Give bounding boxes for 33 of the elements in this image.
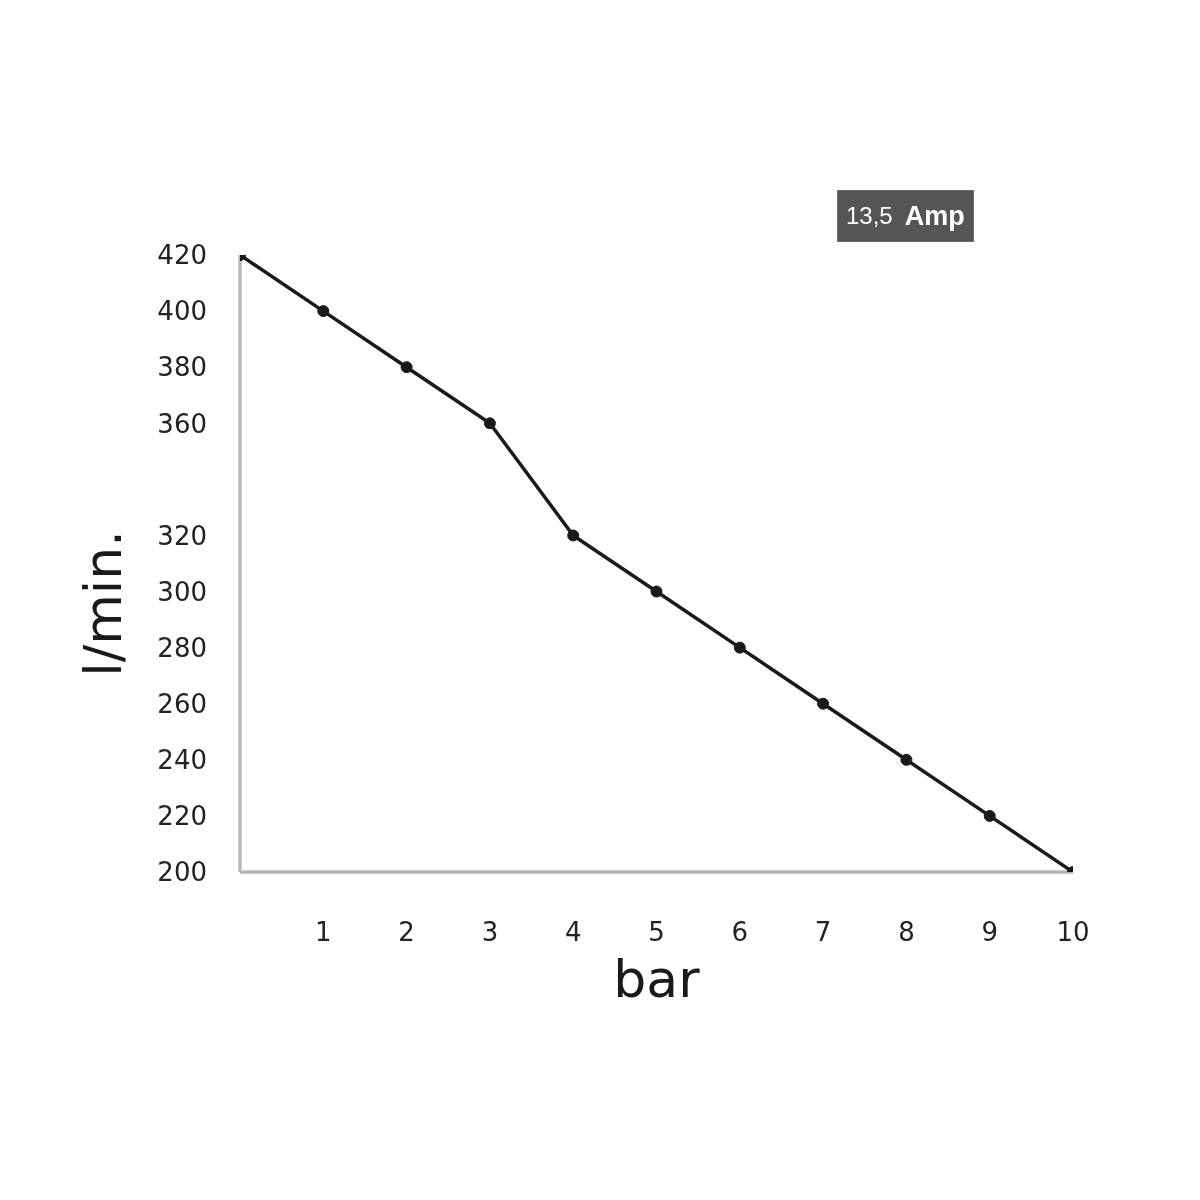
x-tick-label: 6	[731, 917, 749, 948]
y-tick-label: 200	[157, 857, 207, 888]
x-tick-label: 10	[1056, 917, 1090, 948]
y-tick-label: 300	[157, 576, 207, 607]
x-axis-title: bar	[613, 949, 701, 1009]
x-tick-label: 4	[564, 917, 582, 948]
text: 13,5 Amp	[846, 200, 965, 232]
x-tick-label: 8	[898, 917, 915, 948]
y-tick-label: 260	[157, 688, 207, 719]
y-tick-label: 400	[157, 296, 207, 327]
y-tick-label: 280	[157, 632, 207, 663]
point	[567, 529, 580, 542]
y-tick-label: 220	[157, 801, 207, 832]
x-tick-label: 5	[648, 917, 665, 948]
y-tick-label: 240	[157, 745, 207, 776]
y-tick-label: 360	[157, 408, 207, 439]
x-tick-label: 1	[315, 917, 332, 948]
y-tick-label: 320	[157, 520, 207, 551]
x-tick-label: 9	[981, 917, 998, 948]
point	[900, 753, 913, 766]
x-tick-label: 3	[481, 917, 499, 948]
point	[650, 585, 663, 598]
y-axis-title: l/min.	[73, 530, 133, 677]
point	[400, 361, 413, 374]
point	[983, 809, 996, 822]
y-tick-label: 380	[157, 352, 207, 383]
point	[483, 417, 496, 430]
x-tick-label: 7	[814, 917, 832, 948]
y-tick-label: 420	[157, 240, 207, 271]
x-tick-label: 2	[398, 917, 415, 948]
point	[733, 641, 746, 654]
point	[817, 697, 830, 710]
point	[317, 305, 330, 318]
